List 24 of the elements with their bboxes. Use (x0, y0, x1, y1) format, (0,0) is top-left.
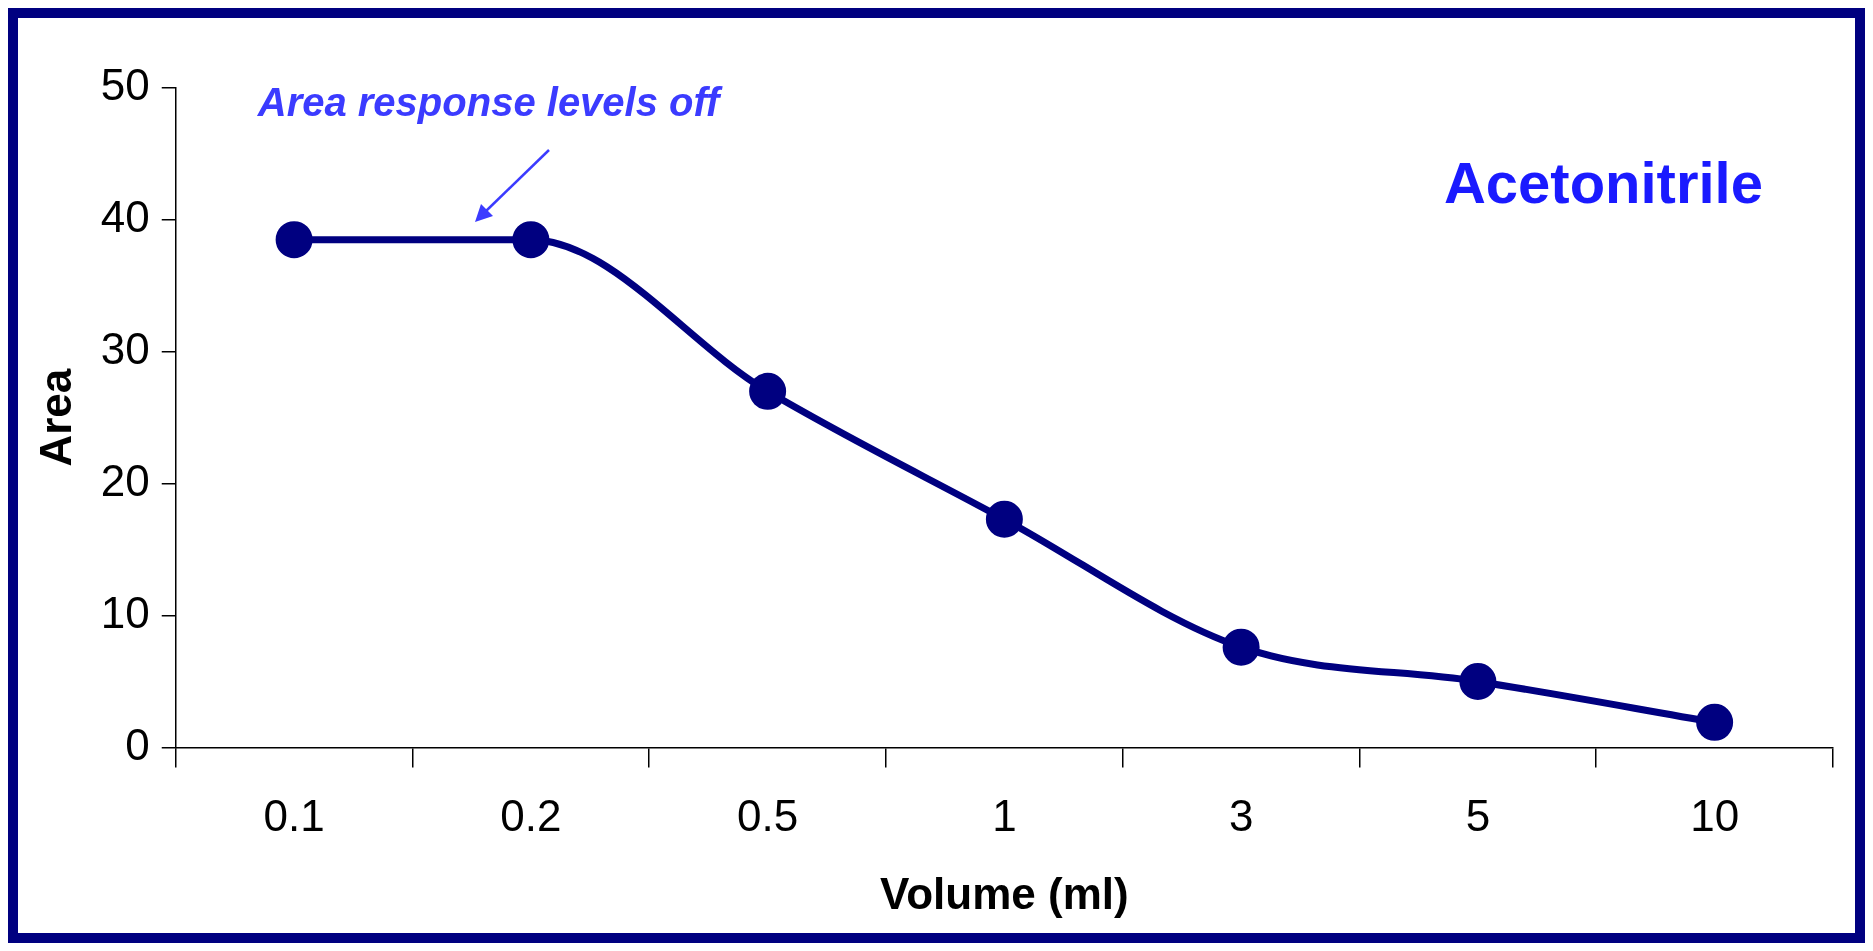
annotation: Acetonitrile (1443, 150, 1763, 215)
y-tick-label: 40 (100, 192, 150, 242)
point (1459, 662, 1497, 700)
y-tick-label: 0 (125, 719, 150, 769)
x-tick-label: 5 (1465, 790, 1491, 840)
point (1222, 628, 1260, 666)
x-tick-label: 1 (992, 790, 1017, 840)
x-axis-title: Volume (ml) (880, 868, 1129, 918)
y-tick-label: 10 (100, 587, 150, 637)
y-axis-title: Area (30, 368, 80, 467)
x-tick-label: 0.5 (737, 790, 799, 840)
point (275, 221, 313, 259)
y-tick-label: 20 (100, 455, 150, 505)
point (749, 372, 787, 410)
point (1696, 703, 1734, 741)
annotation: Area response levels off (256, 80, 724, 124)
y-tick-label: 50 (100, 60, 150, 110)
x-tick-label: 10 (1690, 790, 1740, 840)
point (985, 500, 1023, 538)
x-tick-label: 0.1 (263, 790, 325, 840)
x-tick-label: 0.2 (500, 790, 562, 840)
x-tick-label: 3 (1228, 790, 1254, 840)
y-tick-label: 30 (100, 323, 150, 373)
point (512, 221, 550, 259)
